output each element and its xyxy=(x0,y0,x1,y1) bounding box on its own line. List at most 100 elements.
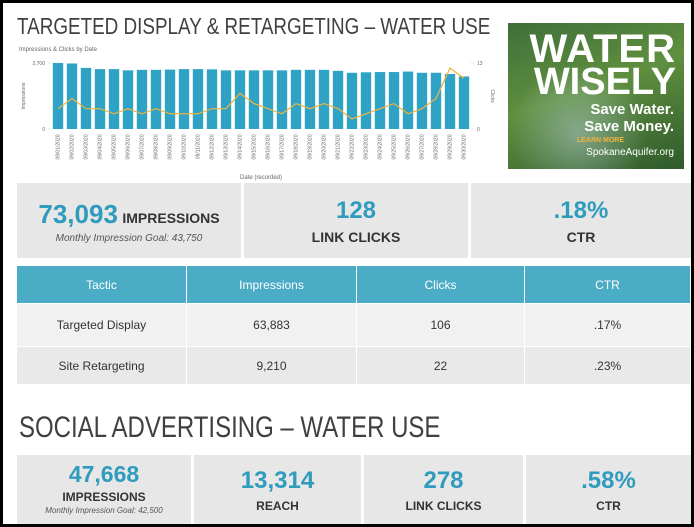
kpi-goal: Monthly Impression Goal: 42,500 xyxy=(17,506,191,515)
x-tick-label: 09/07/2020 xyxy=(140,134,146,159)
kpi-label: CTR xyxy=(526,499,691,513)
bar xyxy=(263,70,273,129)
kpi-value: .18% xyxy=(471,197,691,225)
kpi-label: LINK CLICKS xyxy=(244,229,468,245)
x-tick-label: 09/16/2020 xyxy=(266,134,272,159)
kpi-label: IMPRESSIONS xyxy=(17,490,191,504)
table-cell: 63,883 xyxy=(187,303,357,346)
bar xyxy=(417,73,427,129)
table-cell: Site Retargeting xyxy=(17,346,187,384)
table-cell: 9,210 xyxy=(187,346,357,384)
table-header-cell: Tactic xyxy=(17,266,187,303)
bar xyxy=(375,72,385,129)
table-cell: .23% xyxy=(525,346,691,384)
kpi-value: .58% xyxy=(526,467,691,495)
x-tick-label: 09/10/2020 xyxy=(182,134,188,159)
table-header-cell: Impressions xyxy=(187,266,357,303)
x-tick-label: 09/06/2020 xyxy=(126,134,132,159)
bar xyxy=(67,63,77,129)
kpi-box: 278 LINK CLICKS xyxy=(364,455,523,527)
y2-axis-title: Clicks xyxy=(489,89,495,103)
chart-title: Impressions & Clicks by Date xyxy=(19,47,98,53)
bar xyxy=(151,70,161,129)
bar xyxy=(445,74,455,129)
x-tick-label: 09/09/2020 xyxy=(168,134,174,159)
bar xyxy=(361,72,371,129)
x-tick-label: 09/30/2020 xyxy=(462,134,468,159)
ad-tagline: Save Money. xyxy=(584,118,674,135)
table-cell: 22 xyxy=(357,346,525,384)
bar xyxy=(137,70,147,129)
table-cell: .17% xyxy=(525,303,691,346)
x-axis-title: Date (recorded) xyxy=(240,175,282,181)
bar xyxy=(403,72,413,129)
ad-cta: LEARN MORE xyxy=(577,137,624,144)
x-tick-label: 09/03/2020 xyxy=(84,134,90,159)
table-header-cell: Clicks xyxy=(357,266,525,303)
x-tick-label: 09/01/2020 xyxy=(56,134,62,159)
bar xyxy=(333,71,343,129)
bar xyxy=(179,69,189,129)
kpi-box: .18% CTR xyxy=(471,183,691,258)
table-header-cell: CTR xyxy=(525,266,691,303)
bar xyxy=(277,70,287,129)
kpi-value: 128 xyxy=(244,197,468,225)
y-tick-label: 0 xyxy=(42,127,45,133)
x-tick-label: 09/13/2020 xyxy=(224,134,230,159)
kpi-box: 47,668 IMPRESSIONS Monthly Impression Go… xyxy=(17,455,191,527)
table-cell: 106 xyxy=(357,303,525,346)
x-tick-label: 09/17/2020 xyxy=(280,134,286,159)
x-tick-label: 09/18/2020 xyxy=(294,134,300,159)
x-tick-label: 09/05/2020 xyxy=(112,134,118,159)
bar xyxy=(249,70,259,129)
ad-tagline: Save Water. xyxy=(590,101,674,118)
x-tick-label: 09/24/2020 xyxy=(378,134,384,159)
bar xyxy=(459,76,469,129)
x-tick-label: 09/02/2020 xyxy=(70,134,76,159)
kpi-label: REACH xyxy=(194,499,361,513)
ad-url: SpokaneAquifer.org xyxy=(586,147,674,158)
bar xyxy=(347,73,357,129)
bar xyxy=(109,69,119,129)
y2-tick-label: 13 xyxy=(477,61,483,67)
section-title: SOCIAL ADVERTISING – WATER USE xyxy=(19,411,440,445)
bar xyxy=(53,63,63,129)
bar xyxy=(389,72,399,129)
section-title: TARGETED DISPLAY & RETARGETING – WATER U… xyxy=(17,13,490,40)
ad-image: WATER WISELY Save Water. Save Money. LEA… xyxy=(508,23,684,169)
ad-headline: WISELY xyxy=(534,65,676,99)
x-tick-label: 09/11/2020 xyxy=(196,134,202,159)
bar xyxy=(319,70,329,129)
kpi-box: 128 LINK CLICKS xyxy=(244,183,468,258)
y2-tick-label: 0 xyxy=(477,127,480,133)
x-tick-label: 09/25/2020 xyxy=(392,134,398,159)
x-tick-label: 09/19/2020 xyxy=(308,134,314,159)
bar xyxy=(95,69,105,129)
bar xyxy=(305,70,315,129)
bar xyxy=(193,69,203,129)
x-tick-label: 09/04/2020 xyxy=(98,134,104,159)
kpi-value: 13,314 xyxy=(194,467,361,495)
x-tick-label: 09/28/2020 xyxy=(434,134,440,159)
x-tick-label: 09/29/2020 xyxy=(448,134,454,159)
bar xyxy=(123,70,133,129)
y-tick-label: 2,700 xyxy=(32,61,45,67)
kpi-value: 73,093 xyxy=(38,199,118,229)
x-tick-label: 09/20/2020 xyxy=(322,134,328,159)
kpi-box: 13,314 REACH xyxy=(194,455,361,527)
x-tick-label: 09/08/2020 xyxy=(154,134,160,159)
bar xyxy=(291,70,301,129)
x-tick-label: 09/23/2020 xyxy=(364,134,370,159)
bar xyxy=(221,70,231,129)
bar xyxy=(165,70,175,129)
x-tick-label: 09/22/2020 xyxy=(350,134,356,159)
bar xyxy=(207,69,217,129)
kpi-value: 47,668 xyxy=(17,461,191,488)
x-tick-label: 09/27/2020 xyxy=(420,134,426,159)
x-tick-label: 09/14/2020 xyxy=(238,134,244,159)
bar xyxy=(235,70,245,129)
report-page: TARGETED DISPLAY & RETARGETING – WATER U… xyxy=(0,0,694,527)
bar xyxy=(81,68,91,129)
